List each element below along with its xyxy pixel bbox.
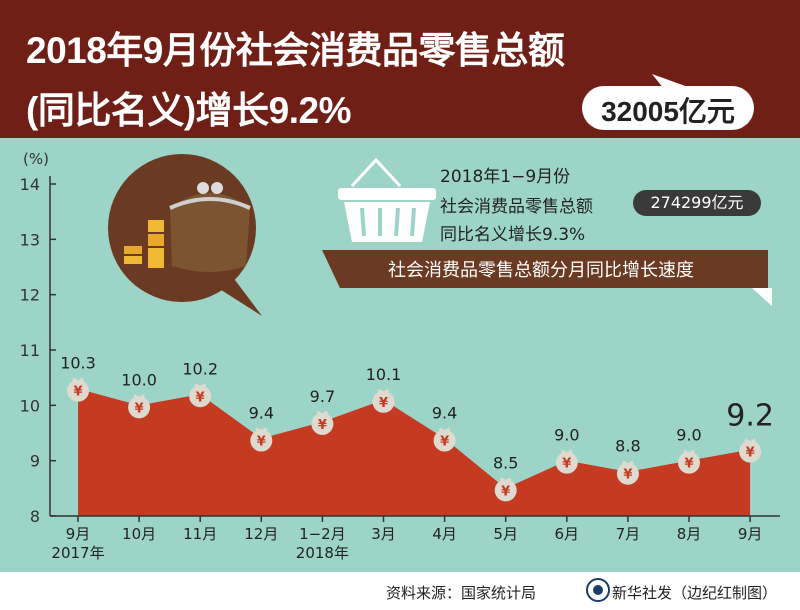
data-label: 8.5 [493, 453, 518, 472]
xinhua-logo-icon [586, 578, 610, 602]
x-tick-label: 9月 [66, 525, 91, 543]
series-area-fill [78, 388, 751, 516]
series-area: ¥10.3 ¥10.0 ¥10.2 ¥9.4 ¥9.7 ¥10.1 ¥9.4 ¥8.5 ¥9.0… [60, 354, 774, 516]
yen-icon: ¥ [501, 484, 510, 499]
yen-icon: ¥ [379, 396, 388, 411]
data-label: 10.1 [366, 365, 402, 384]
footer: 资料来源：国家统计局 新华社发（边纪红制图） [0, 572, 800, 610]
summary-total-value: 274299亿元 [633, 190, 761, 216]
value-bubble: 32005亿元 [582, 86, 754, 130]
yen-icon: ¥ [196, 390, 205, 405]
data-label: 9.2 [726, 399, 774, 434]
purse-illustration [108, 154, 262, 316]
x-tick-label: 12月 [244, 525, 278, 543]
yen-icon: ¥ [440, 435, 449, 450]
data-point-marker: ¥ [311, 410, 334, 435]
summary-total-label: 社会消费品零售总额 [440, 197, 593, 217]
data-point-marker: ¥ [494, 477, 517, 502]
data-point-marker: ¥ [189, 383, 212, 408]
title-line-2: (同比名义)增长9.2% [26, 90, 351, 131]
x-tick-label: 8月 [677, 525, 702, 543]
data-point-marker: ¥ [555, 449, 578, 474]
x-tick-label: 10月 [122, 525, 156, 543]
chart-title: 社会消费品零售总额分月同比增长速度 [388, 260, 694, 281]
credit-text: 新华社发（边纪红制图） [612, 584, 778, 602]
data-point-marker: ¥ [433, 427, 456, 452]
data-point-marker: ¥ [739, 438, 762, 463]
data-label: 9.4 [249, 404, 274, 423]
data-label: 9.0 [676, 426, 701, 445]
data-label: 10.0 [121, 370, 157, 389]
data-point-marker: ¥ [67, 377, 89, 402]
x-tick-label: 3月 [371, 525, 396, 543]
x-tick-label: 6月 [555, 525, 580, 543]
data-label: 10.2 [182, 359, 218, 378]
x-tick-sublabel: 2017年 [51, 544, 104, 562]
y-tick-label: 12 [20, 286, 40, 305]
yen-icon: ¥ [73, 385, 82, 400]
yen-icon: ¥ [623, 468, 632, 483]
x-tick-label: 9月 [738, 525, 763, 543]
x-tick-label: 1−2月 [299, 525, 346, 543]
x-tick-label: 4月 [432, 525, 457, 543]
y-tick-label: 9 [30, 452, 40, 471]
data-label: 9.7 [310, 387, 335, 406]
data-label: 8.8 [615, 437, 640, 456]
x-tick-label: 11月 [183, 525, 217, 543]
data-point-marker: ¥ [372, 388, 395, 413]
y-axis-label: (%) [23, 150, 49, 168]
data-point-marker: ¥ [678, 449, 700, 474]
x-tick-sublabel: 2018年 [296, 544, 349, 562]
data-point-marker: ¥ [250, 427, 273, 452]
y-axis: (%) 8 9 10 11 12 13 14 [20, 150, 56, 526]
x-tick-label: 5月 [493, 525, 518, 543]
y-tick-label: 8 [30, 507, 40, 526]
yen-icon: ¥ [318, 418, 327, 433]
y-tick-label: 14 [20, 175, 40, 194]
title-line-1: 2018年9月份社会消费品零售总额 [26, 30, 565, 71]
data-point-marker: ¥ [616, 460, 639, 485]
y-tick-label: 13 [20, 230, 40, 249]
bubble-value: 32005亿元 [601, 96, 735, 127]
data-point-marker: ¥ [128, 394, 151, 419]
x-tick-label: 7月 [616, 525, 641, 543]
header-band: 2018年9月份社会消费品零售总额 (同比名义)增长9.2% [0, 0, 800, 138]
yen-icon: ¥ [746, 446, 755, 461]
yen-icon: ¥ [135, 401, 144, 416]
data-label: 9.4 [432, 404, 457, 423]
basket-icon [338, 157, 436, 242]
y-tick-label: 11 [20, 341, 40, 360]
yen-icon: ¥ [257, 435, 266, 450]
summary-period: 2018年1−9月份 [440, 167, 571, 187]
data-label: 9.0 [554, 426, 579, 445]
yen-icon: ¥ [684, 457, 693, 472]
summary-growth: 同比名义增长9.3% [440, 225, 586, 245]
chart-title-banner [322, 250, 772, 306]
data-label: 10.3 [60, 354, 96, 373]
yen-icon: ¥ [562, 457, 571, 472]
y-tick-label: 10 [20, 396, 40, 415]
source-text: 资料来源：国家统计局 [386, 584, 537, 602]
